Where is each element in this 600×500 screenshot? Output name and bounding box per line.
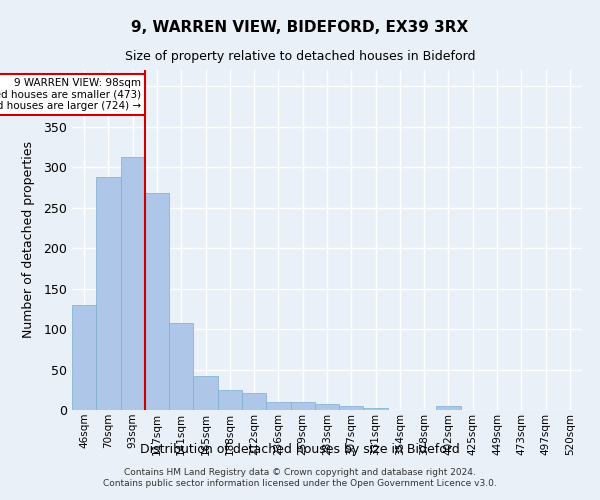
Y-axis label: Number of detached properties: Number of detached properties: [22, 142, 35, 338]
Bar: [290, 402, 315, 410]
Bar: [169, 322, 193, 410]
Bar: [266, 402, 290, 410]
Bar: [339, 406, 364, 410]
Bar: [364, 408, 388, 410]
Bar: [72, 305, 96, 410]
Bar: [218, 390, 242, 410]
Bar: [242, 393, 266, 410]
Bar: [193, 376, 218, 410]
Bar: [436, 406, 461, 410]
Bar: [96, 177, 121, 410]
Bar: [315, 404, 339, 410]
Bar: [121, 156, 145, 410]
Bar: [145, 193, 169, 410]
Text: Distribution of detached houses by size in Bideford: Distribution of detached houses by size …: [140, 444, 460, 456]
Text: Contains HM Land Registry data © Crown copyright and database right 2024.
Contai: Contains HM Land Registry data © Crown c…: [103, 468, 497, 487]
Text: Size of property relative to detached houses in Bideford: Size of property relative to detached ho…: [125, 50, 475, 63]
Text: 9 WARREN VIEW: 98sqm
← 39% of detached houses are smaller (473)
59% of semi-deta: 9 WARREN VIEW: 98sqm ← 39% of detached h…: [0, 78, 141, 112]
Text: 9, WARREN VIEW, BIDEFORD, EX39 3RX: 9, WARREN VIEW, BIDEFORD, EX39 3RX: [131, 20, 469, 35]
